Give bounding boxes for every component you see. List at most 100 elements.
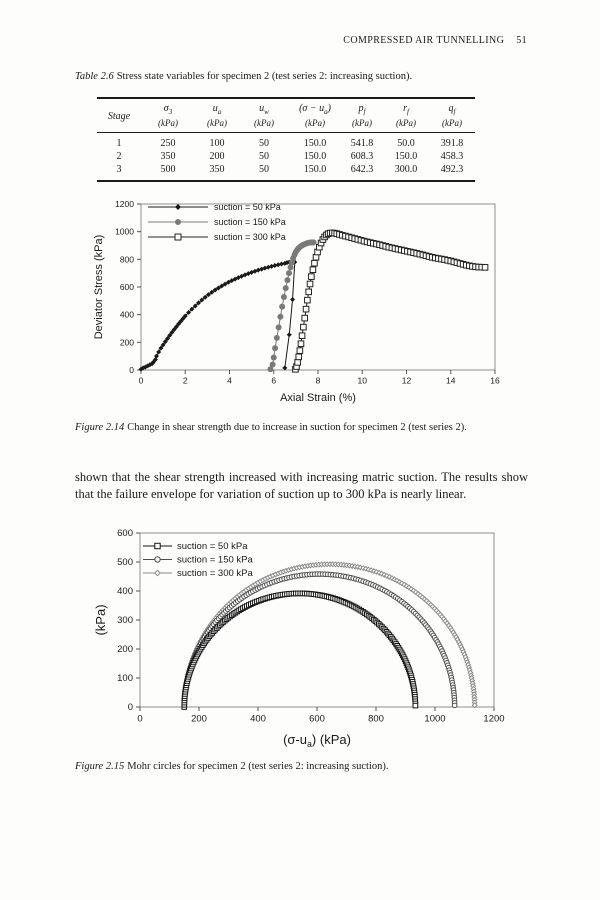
table-cell: 200 — [209, 151, 225, 162]
x-axis-title: Axial Strain (%) — [280, 392, 356, 404]
svg-text:suction = 50 kPa: suction = 50 kPa — [214, 202, 281, 212]
svg-text:800: 800 — [120, 254, 134, 264]
table-cell: 150.0 — [303, 138, 327, 149]
column-header: ua (kPa) — [195, 98, 239, 133]
stress-strain-chart: 0 2 4 6 8 10 12 14 16 0 200 400 600 800 1000 1200 Deviat… — [93, 199, 500, 404]
svg-text:8: 8 — [316, 376, 321, 386]
column-header: pf (kPa) — [341, 98, 383, 133]
mohr-circle-suction-50-kpa — [181, 590, 419, 710]
svg-text:200: 200 — [117, 644, 133, 655]
table-caption: Table 2.6 Stress state variables for spec… — [75, 71, 545, 82]
svg-text:6: 6 — [271, 376, 276, 386]
svg-text:800: 800 — [368, 714, 384, 725]
svg-text:1200: 1200 — [115, 199, 134, 209]
column-header: qf (kPa) — [429, 98, 475, 133]
table-cell: 391.8 — [440, 138, 464, 149]
svg-text:suction = 50 kPa: suction = 50 kPa — [177, 541, 248, 552]
svg-text:200: 200 — [191, 714, 207, 725]
figure-2-15-caption: Figure 2.15 Mohr circles for specimen 2 (… — [75, 760, 530, 774]
x-axis: 0 2 4 6 8 10 12 14 16 — [139, 370, 500, 386]
plot-area — [140, 203, 496, 371]
svg-text:1000: 1000 — [424, 714, 445, 725]
svg-text:suction = 150 kPa: suction = 150 kPa — [177, 555, 254, 566]
table-cell: 50 — [259, 138, 269, 149]
table-cell: 350 — [160, 151, 176, 162]
svg-text:0: 0 — [128, 702, 133, 713]
table-row: 1 250 100 50 150.0 541.8 50.0 391.8 — [97, 133, 475, 151]
table-cell: 541.8 — [350, 138, 374, 149]
svg-text:suction = 300 kPa: suction = 300 kPa — [177, 568, 254, 579]
table-row: 2 350 200 50 150.0 608.3 150.0 458.3 — [97, 150, 475, 163]
table-cell: 492.3 — [440, 164, 464, 175]
stress-table-body: 1 250 100 50 150.0 541.8 50.0 391.8 2 350 200 50 150… — [97, 133, 475, 182]
table-cell: 150.0 — [303, 164, 327, 175]
svg-text:600: 600 — [309, 714, 325, 725]
table-cell: 150.0 — [303, 151, 327, 162]
svg-text:300: 300 — [117, 615, 133, 626]
table-cell: 250 — [160, 138, 176, 149]
table-cell: 608.3 — [350, 151, 374, 162]
svg-text:400: 400 — [250, 714, 266, 725]
table-cell: 50.0 — [397, 138, 415, 149]
svg-text:16: 16 — [490, 376, 500, 386]
svg-text:12: 12 — [402, 376, 412, 386]
series-suction-300-kpa — [292, 229, 489, 373]
y-axis: 0 200 400 600 800 1000 1200 — [115, 199, 141, 375]
figure-2-15-caption-label: Figure 2.15 — [75, 761, 125, 772]
svg-text:400: 400 — [117, 586, 133, 597]
running-head: COMPRESSED AIR TUNNELLING 51 — [343, 35, 527, 46]
svg-text:1200: 1200 — [483, 714, 504, 725]
svg-text:1000: 1000 — [115, 227, 134, 237]
page-number: 51 — [516, 35, 527, 46]
figure-2-15-caption-text: Mohr circles for specimen 2 (test series… — [127, 761, 389, 772]
y-axis-title: Deviator Stress (kPa) — [93, 235, 105, 340]
table-cell: 50 — [259, 151, 269, 162]
table-cell: 50 — [259, 164, 269, 175]
table-cell: 3 — [116, 164, 122, 175]
x-axis-title: (σ-ua) (kPa) — [283, 732, 351, 749]
figure-2-14-caption-label: Figure 2.14 — [75, 422, 125, 433]
table-caption-label: Table 2.6 — [75, 71, 114, 82]
svg-text:0: 0 — [129, 365, 134, 375]
svg-text:500: 500 — [117, 557, 133, 568]
table-caption-text: Stress state variables for specimen 2 (t… — [116, 71, 413, 82]
column-header: σ3 (kPa) — [141, 98, 195, 133]
svg-text:suction = 300 kPa: suction = 300 kPa — [214, 232, 286, 242]
x-axis: 0 200 400 600 800 1000 1200 — [137, 707, 505, 725]
series-suction-50-kpa — [138, 258, 298, 372]
svg-text:14: 14 — [446, 376, 456, 386]
series-suction-150-kpa — [267, 239, 317, 373]
table-cell: 100 — [209, 138, 225, 149]
stress-state-table: Stage σ3 (kPa) ua (kPa) uw (kPa) (σ − ua) (kPa) p… — [97, 97, 475, 182]
svg-text:0: 0 — [137, 714, 142, 725]
legend: suction = 50 kPa suction = 150 kPa suction… — [148, 202, 286, 242]
svg-text:600: 600 — [120, 282, 134, 292]
running-head-title: COMPRESSED AIR TUNNELLING — [343, 35, 505, 46]
svg-text:400: 400 — [120, 310, 134, 320]
svg-text:10: 10 — [358, 376, 368, 386]
body-paragraph: shown that the shear strength increased … — [75, 470, 528, 501]
svg-text:600: 600 — [117, 528, 133, 539]
table-cell: 150.0 — [394, 151, 418, 162]
svg-text:100: 100 — [117, 673, 133, 684]
table-cell: 300.0 — [394, 164, 418, 175]
column-header: Stage — [97, 98, 141, 133]
table-cell: 2 — [116, 151, 122, 162]
column-header: rf (kPa) — [383, 98, 429, 133]
svg-text:0: 0 — [139, 376, 144, 386]
figure-2-14-caption: Figure 2.14 Change in shear strength due … — [75, 421, 530, 435]
stress-table-header: Stage σ3 (kPa) ua (kPa) uw (kPa) (σ − ua) (kPa) p… — [97, 98, 475, 133]
column-header: (σ − ua) (kPa) — [289, 98, 341, 133]
mohr-circles-chart: 0 200 400 600 800 1000 1200 0 100 200 300 400 500 600… — [93, 528, 505, 749]
table-row: 3 500 350 50 150.0 642.3 300.0 492.3 — [97, 163, 475, 181]
y-axis-title: (kPa) — [93, 604, 108, 635]
svg-text:200: 200 — [120, 337, 134, 347]
table-cell: 350 — [209, 164, 225, 175]
table-cell: 642.3 — [350, 164, 374, 175]
svg-text:4: 4 — [227, 376, 232, 386]
table-cell: 458.3 — [440, 151, 464, 162]
table-cell: 1 — [116, 138, 122, 149]
figure-2-14-caption-text: Change in shear strength due to increase… — [127, 422, 467, 433]
svg-text:2: 2 — [183, 376, 188, 386]
